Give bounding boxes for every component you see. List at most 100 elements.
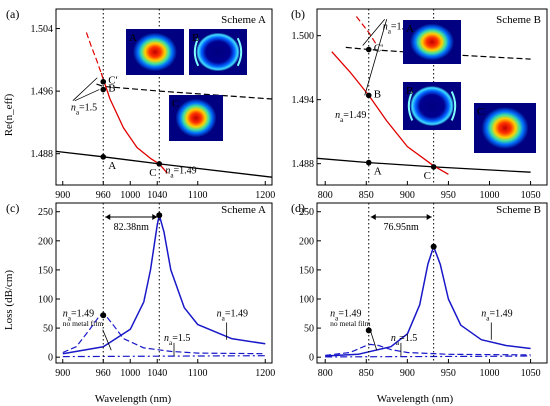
annotation-label: na=1.49	[335, 110, 366, 124]
separation-arrowhead-left	[370, 214, 376, 220]
field-inset-label: A	[129, 32, 137, 44]
panel-a: 900 960 1000 1040 1100 1200 1.488 1.496 1.504 (a)…	[6, 7, 275, 201]
point-label: B	[108, 83, 115, 95]
point-label: A	[374, 166, 382, 178]
x-tick-label: 1200	[255, 368, 275, 379]
panel-c: 900 960 1000 1040 1100 1200 0 50 100 150 200 250 (c)…	[6, 201, 275, 379]
field-inset-label: A	[406, 23, 414, 35]
y-tick-label: 1.488	[31, 149, 54, 160]
scheme-label: Scheme B	[496, 204, 541, 216]
series-group	[325, 245, 531, 358]
scheme-label: Scheme A	[221, 14, 266, 26]
x-tick-label: 950	[441, 368, 456, 379]
y-tick-label: 0	[48, 353, 53, 364]
data-point	[365, 46, 372, 53]
annotation-label: na=1.49	[330, 308, 361, 322]
series-line-black-dash	[345, 46, 531, 60]
annotation-pointer	[102, 329, 112, 351]
separation-arrowhead-left	[105, 214, 111, 220]
x-tick-label: 1000	[480, 368, 500, 379]
panel-label: (a)	[6, 7, 19, 21]
point-label: B	[374, 88, 381, 100]
x-tick-label: 800	[318, 190, 333, 201]
annotation-label: na=1.49	[217, 308, 248, 322]
plot-frame	[55, 8, 273, 186]
peak-separation-label: 82.38nm	[114, 222, 150, 233]
series-line-blue-dash	[325, 343, 531, 356]
x-tick-label: 1040	[147, 368, 167, 379]
field-inset-ring-left	[193, 37, 200, 67]
y-tick-label: 50	[304, 324, 314, 335]
ylabel-bottom: Loss (dB/cm)	[3, 270, 15, 331]
xlabel-d: Wavelength (nm)	[377, 393, 454, 405]
separation-arrowhead-right	[426, 214, 432, 220]
y-tick-label: 1.496	[31, 87, 54, 98]
point-label: C	[424, 170, 431, 182]
y-tick-label: 1.494	[292, 95, 315, 106]
data-point	[100, 154, 107, 160]
x-tick-label: 960	[96, 190, 111, 201]
y-tick-label: 100	[38, 295, 53, 306]
annotation-label: na=1.49	[165, 165, 196, 179]
x-tick-label: 900	[400, 368, 415, 379]
data-point	[365, 327, 372, 334]
field-inset-mode	[175, 98, 217, 138]
y-tick-label: 1.500	[292, 31, 315, 42]
annotation-label: na=1.49	[63, 308, 94, 322]
y-tick-label: 50	[43, 324, 53, 335]
separation-arrowhead-right	[152, 214, 158, 220]
series-line-black-solid	[317, 157, 531, 173]
scheme-label: Scheme B	[496, 14, 541, 26]
annotation-label: na=1.5	[164, 333, 190, 347]
x-tick-label: 950	[441, 190, 456, 201]
annotation-label: na=1.5	[383, 21, 409, 35]
plot-frame	[55, 202, 273, 364]
y-tick-label: 150	[299, 265, 314, 276]
x-tick-label: 850	[359, 190, 374, 201]
annotation-pointer	[74, 89, 100, 102]
data-point	[156, 212, 163, 219]
series-line-red-dash	[355, 16, 377, 45]
data-point	[100, 78, 107, 85]
data-point	[156, 161, 163, 167]
panel-b: 800 850 900 950 1000 1050 1.488 1.494 1.500 (b) Sc…	[291, 7, 548, 201]
xlabel-c: Wavelength (nm)	[95, 393, 172, 405]
annotation-pointer	[362, 19, 386, 46]
ylabel-top: Re(n_eff)	[3, 93, 15, 136]
y-tick-label: 250	[299, 207, 314, 218]
field-inset-ring-right	[450, 91, 457, 121]
field-inset-mode	[409, 85, 455, 127]
x-tick-label: 1000	[120, 190, 140, 201]
field-inset-label: C	[172, 98, 179, 110]
panel-label: (c)	[6, 201, 19, 215]
series-line-blue-dash	[62, 313, 266, 355]
annotation-pointer	[369, 329, 378, 351]
series-line-blue-dashdot	[62, 355, 266, 358]
field-inset-mode	[481, 107, 529, 149]
x-tick-label: 900	[55, 368, 70, 379]
x-tick-label: 1000	[480, 190, 500, 201]
point-label: A	[108, 160, 116, 172]
x-tick-label: 1100	[188, 368, 208, 379]
x-tick-label: 1050	[521, 190, 541, 201]
field-inset-ring-right	[236, 37, 243, 67]
series-line-black-solid	[56, 150, 272, 178]
panel-d: 800 850 900 950 1000 1050 0 50 100 150 200 250(d) Sc…	[291, 201, 548, 379]
x-tick-label: 1040	[147, 190, 167, 201]
panel-label: (b)	[291, 7, 305, 21]
field-inset-mode	[132, 32, 178, 72]
plot-frame	[316, 202, 548, 364]
data-point	[365, 92, 372, 99]
x-tick-label: 1200	[255, 190, 275, 201]
point-label: C	[149, 167, 156, 179]
field-inset-mode	[195, 32, 241, 72]
data-point	[430, 243, 437, 250]
annotation-label: na=1.5	[391, 333, 417, 347]
y-tick-label: 250	[38, 207, 53, 218]
plot-frame	[316, 8, 548, 186]
field-inset-ring-left	[407, 91, 414, 121]
y-tick-label: 0	[309, 353, 314, 364]
x-tick-label: 1100	[188, 190, 208, 201]
annotation-pointer	[364, 19, 388, 96]
